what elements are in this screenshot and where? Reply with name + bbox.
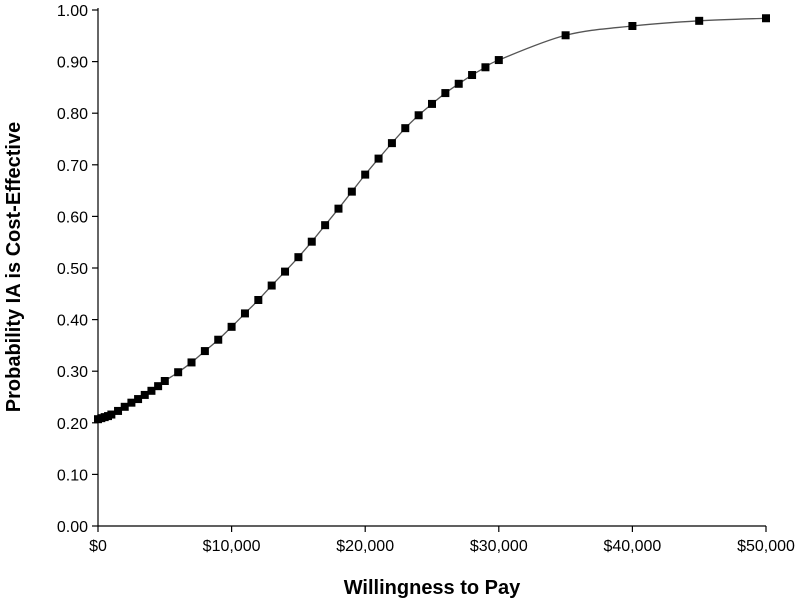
y-tick-label: 0.50 xyxy=(57,261,88,278)
y-tick-label: 0.20 xyxy=(57,416,88,433)
data-point xyxy=(127,398,136,407)
data-point xyxy=(240,309,249,318)
data-point xyxy=(267,281,276,290)
axes xyxy=(97,8,766,527)
data-point xyxy=(401,124,410,133)
data-point xyxy=(294,253,303,262)
data-point xyxy=(154,382,163,391)
x-tick-label: $20,000 xyxy=(336,538,394,555)
data-point xyxy=(307,237,316,246)
data-point xyxy=(254,295,263,304)
data-point xyxy=(428,99,436,108)
y-tick-label: 0.30 xyxy=(57,364,88,381)
x-ticks: $0 $10,000 $20,000 $30,000 $40,000 $50,000 xyxy=(89,526,795,555)
y-tick-label: 1.00 xyxy=(57,3,88,20)
data-point xyxy=(200,347,209,356)
data-point xyxy=(174,368,183,377)
data-point xyxy=(561,31,570,40)
data-point xyxy=(481,63,490,72)
y-tick-label: 0.40 xyxy=(57,313,88,330)
y-ticks: 0.00 0.10 0.20 0.30 0.40 0.50 0.60 0.70 0.80 0.90… xyxy=(57,3,98,536)
data-point xyxy=(334,204,343,213)
data-point xyxy=(214,335,223,344)
y-tick-label: 0.70 xyxy=(57,158,88,175)
x-tick-label: $0 xyxy=(89,538,107,555)
data-point xyxy=(160,377,169,386)
data-point xyxy=(140,390,149,399)
data-point xyxy=(454,79,463,88)
data-point xyxy=(281,267,290,276)
series xyxy=(94,14,770,424)
x-tick-label: $10,000 xyxy=(203,538,261,555)
data-point xyxy=(628,21,637,30)
y-tick-label: 0.80 xyxy=(57,106,88,123)
data-point xyxy=(114,406,123,415)
data-point xyxy=(187,358,196,367)
y-tick-label: 0.90 xyxy=(57,55,88,72)
data-point xyxy=(414,111,423,120)
data-point xyxy=(361,170,370,179)
x-tick-label: $40,000 xyxy=(603,538,661,555)
data-point xyxy=(147,386,156,395)
data-point xyxy=(120,402,129,411)
data-point xyxy=(321,221,330,230)
y-tick-label: 0.00 xyxy=(57,519,88,536)
series-line xyxy=(97,17,767,420)
data-point xyxy=(107,410,116,419)
data-point xyxy=(374,154,383,163)
data-point xyxy=(227,322,236,331)
y-axis-title: Probability IA is Cost-Effective xyxy=(3,122,25,412)
data-point xyxy=(494,56,503,65)
data-point xyxy=(695,16,704,25)
x-tick-label: $30,000 xyxy=(470,538,528,555)
data-point xyxy=(762,14,770,23)
y-tick-label: 0.60 xyxy=(57,209,88,226)
data-point xyxy=(387,139,396,148)
x-tick-label: $50,000 xyxy=(737,538,795,555)
data-point xyxy=(441,89,450,98)
data-point xyxy=(468,71,477,80)
y-tick-label: 0.10 xyxy=(57,467,88,484)
data-point xyxy=(347,187,356,196)
x-axis-title: Willingness to Pay xyxy=(344,577,521,599)
data-point xyxy=(134,395,143,404)
